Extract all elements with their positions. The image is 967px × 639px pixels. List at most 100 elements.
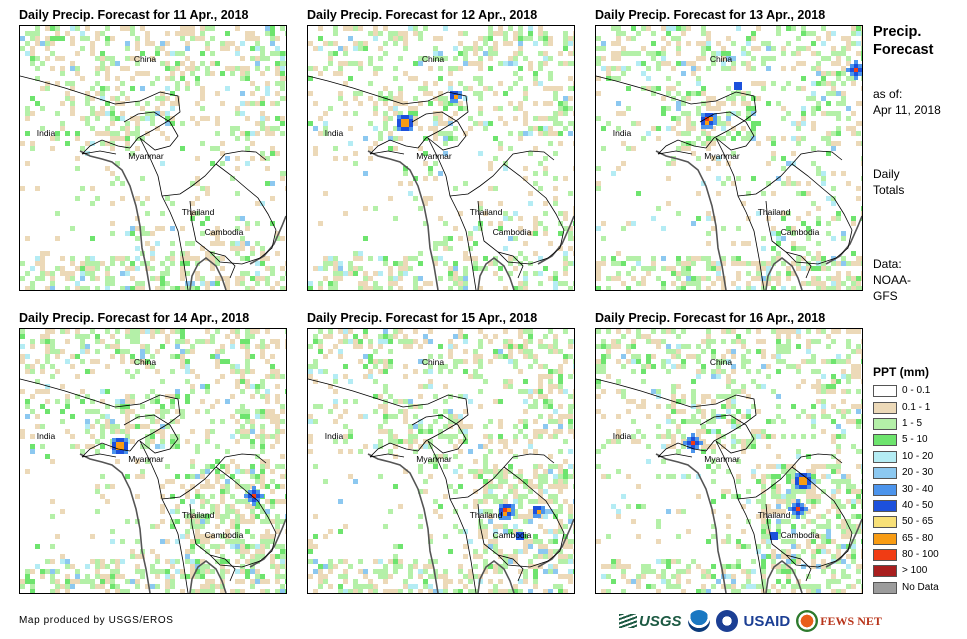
data-line1: Data:	[873, 257, 902, 271]
legend-label: 0 - 0.1	[902, 385, 931, 397]
country-label-india: India	[37, 431, 56, 441]
legend-item: > 100	[873, 563, 939, 579]
country-border	[785, 251, 812, 279]
panel-title: Daily Precip. Forecast for 12 Apr., 2018	[307, 8, 538, 22]
country-label-cambodia: Cambodia	[493, 530, 532, 540]
country-border	[308, 75, 469, 149]
legend-title: PPT (mm)	[873, 365, 930, 379]
country-label-china: China	[710, 54, 732, 64]
legend-item: 50 - 65	[873, 514, 939, 530]
country-label-china: China	[710, 357, 732, 367]
usgs-wave-icon	[619, 614, 637, 628]
country-border	[215, 466, 277, 534]
legend-item: No Data	[873, 580, 939, 596]
legend-label: 10 - 20	[902, 450, 934, 462]
coastline	[367, 453, 439, 593]
country-label-thailand: Thailand	[470, 207, 503, 217]
country-label-china: China	[134, 54, 156, 64]
coastline	[477, 256, 515, 290]
country-border	[715, 137, 765, 290]
country-border	[503, 163, 565, 231]
legend-label: 40 - 50	[902, 499, 934, 511]
coastline	[189, 559, 227, 593]
totals-line1: Daily	[873, 167, 900, 181]
precip-raster	[596, 329, 862, 593]
legend-swatch	[873, 417, 897, 430]
legend-label: 5 - 10	[902, 434, 928, 446]
coastline	[825, 215, 862, 265]
legend-item: 5 - 10	[873, 432, 939, 448]
fews-seal-icon	[796, 610, 819, 632]
country-border	[209, 251, 236, 279]
coastline	[477, 559, 515, 593]
coastline	[655, 150, 727, 290]
legend-item: 80 - 100	[873, 547, 939, 563]
country-label-myanmar: Myanmar	[128, 151, 164, 161]
country-border	[477, 200, 565, 265]
country-border	[765, 200, 853, 265]
precip-map-svg: China India Myanmar Thailand Cambodia	[596, 329, 862, 593]
usgs-logo: USGS	[619, 613, 682, 630]
forecast-map: China India Myanmar Thailand Cambodia	[307, 328, 575, 594]
legend-item: 20 - 30	[873, 465, 939, 481]
forecast-map: China India Myanmar Thailand Cambodia	[19, 328, 287, 594]
country-border	[139, 137, 189, 290]
precip-raster	[308, 329, 574, 593]
legend-swatch	[873, 565, 897, 578]
country-border	[369, 139, 419, 155]
usaid-logo: USAID	[743, 612, 791, 630]
legend-label: 65 - 80	[902, 532, 934, 544]
legend-item: 65 - 80	[873, 531, 939, 547]
legend-label: 20 - 30	[902, 467, 934, 479]
country-border	[477, 503, 565, 568]
country-border	[657, 150, 693, 155]
country-border	[737, 150, 843, 197]
forecast-map: China India Myanmar Thailand Cambodia	[19, 25, 287, 291]
data-line3: GFS	[873, 289, 898, 303]
legend-item: 1 - 5	[873, 416, 939, 432]
country-border	[715, 440, 765, 593]
forecast-panel-6: Daily Precip. Forecast for 16 Apr., 2018…	[595, 309, 865, 596]
country-border	[81, 453, 117, 458]
country-label-myanmar: Myanmar	[416, 151, 452, 161]
country-label-cambodia: Cambodia	[781, 530, 820, 540]
country-border	[596, 75, 757, 149]
precip-map-svg: China India Myanmar Thailand Cambodia	[20, 329, 286, 593]
data-line2: NOAA-	[873, 273, 912, 287]
precip-map-svg: China India Myanmar Thailand Cambodia	[596, 26, 862, 290]
legend-item: 0.1 - 1	[873, 399, 939, 415]
precip-raster	[596, 26, 862, 290]
country-label-thailand: Thailand	[758, 207, 791, 217]
country-label-cambodia: Cambodia	[781, 227, 820, 237]
legend-swatch	[873, 450, 897, 463]
country-border	[657, 453, 693, 458]
legend-label: 80 - 100	[902, 549, 939, 561]
coastline	[79, 453, 151, 593]
country-border	[209, 554, 236, 582]
forecast-panel-4: Daily Precip. Forecast for 14 Apr., 2018…	[19, 309, 289, 596]
legend-swatch	[873, 516, 897, 529]
panel-title: Daily Precip. Forecast for 15 Apr., 2018	[307, 311, 538, 325]
country-label-india: India	[613, 431, 632, 441]
forecast-panel-5: Daily Precip. Forecast for 15 Apr., 2018…	[307, 309, 577, 596]
country-border	[123, 414, 179, 454]
country-border	[497, 251, 524, 279]
coastline	[537, 215, 574, 265]
country-label-cambodia: Cambodia	[205, 227, 244, 237]
country-border	[369, 453, 405, 458]
precip-map-svg: China India Myanmar Thailand Cambodia	[20, 26, 286, 290]
legend-swatch	[873, 549, 897, 562]
forecast-panel-2: Daily Precip. Forecast for 12 Apr., 2018…	[307, 6, 577, 293]
country-label-thailand: Thailand	[470, 510, 503, 520]
country-border	[20, 75, 181, 149]
country-border	[791, 466, 853, 534]
coastline	[249, 215, 286, 265]
country-border	[81, 150, 117, 155]
partner-logos: USGS USAID FEWS NET	[619, 608, 882, 634]
country-label-myanmar: Myanmar	[128, 454, 164, 464]
usgs-logo-text: USGS	[639, 612, 682, 630]
precip-raster	[308, 26, 574, 290]
coastline	[655, 453, 727, 593]
country-label-thailand: Thailand	[182, 510, 215, 520]
country-label-india: India	[613, 128, 632, 138]
